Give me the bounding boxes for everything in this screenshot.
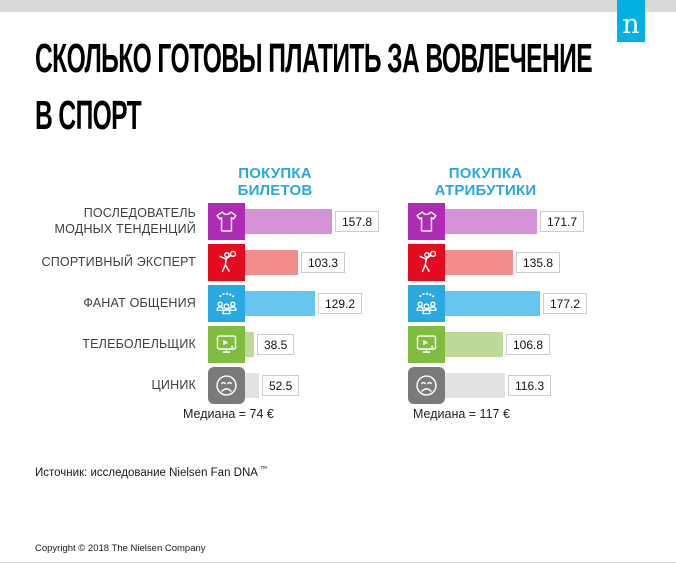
median-label-attributes: Медиана = 117 € xyxy=(413,407,510,421)
column-header-attributes: ПОКУПКА АТРИБУТИКИ xyxy=(434,165,537,199)
median-label-tickets: Медиана = 74 € xyxy=(183,407,274,421)
bar-tickets xyxy=(245,291,315,316)
source-text: Источник: исследование Nielsen Fan DNA xyxy=(35,466,258,479)
trademark-symbol: ™ xyxy=(259,464,268,473)
top-accent-bar xyxy=(0,0,676,12)
bar-attributes xyxy=(445,291,540,316)
tickets-cell: 129.2 xyxy=(208,285,363,322)
source-note: Источник: исследование Nielsen Fan DNA ™ xyxy=(35,464,267,479)
page-title: СКОЛЬКО ГОТОВЫ ПЛАТИТЬ ЗА ВОВЛЕЧЕНИЕ В С… xyxy=(35,35,593,138)
chart-row: ТЕЛЕБОЛЕЛЬЩИК 38.5 106.8 xyxy=(0,326,676,363)
bar-tickets xyxy=(245,332,254,357)
tv-play-icon xyxy=(208,326,245,363)
attributes-cell: 116.3 xyxy=(408,367,552,404)
value-label: 157.8 xyxy=(335,211,380,232)
chart-row: СПОРТИВНЫЙ ЭКСПЕРТ 103.3 xyxy=(0,244,676,281)
chart-row: ФАНАТ ОБЩЕНИЯ 129.2 xyxy=(0,285,676,322)
attributes-cell: 177.2 xyxy=(408,285,588,322)
bar-tickets xyxy=(245,209,332,234)
sports-player-icon xyxy=(408,244,445,281)
bar-tickets xyxy=(245,373,259,398)
bar-attributes xyxy=(445,373,505,398)
value-label: 38.5 xyxy=(257,334,295,355)
chart-row: ЦИНИК 52.5 116.3 xyxy=(0,367,676,404)
tshirt-icon xyxy=(408,203,445,240)
bar-tickets xyxy=(245,250,298,275)
category-label: ФАНАТ ОБЩЕНИЯ xyxy=(83,295,196,310)
nielsen-logo-letter: n xyxy=(622,9,640,40)
value-label: 171.7 xyxy=(540,211,585,232)
tshirt-icon xyxy=(208,203,245,240)
tickets-cell: 52.5 xyxy=(208,367,300,404)
value-label: 52.5 xyxy=(262,375,300,396)
chart-row: ПОСЛЕДОВАТЕЛЬ МОДНЫХ ТЕНДЕНЦИЙ 157.8 171… xyxy=(0,203,676,240)
tv-play-icon xyxy=(408,326,445,363)
category-label: ПОСЛЕДОВАТЕЛЬ МОДНЫХ ТЕНДЕНЦИЙ xyxy=(54,205,196,236)
value-label: 129.2 xyxy=(318,293,363,314)
people-group-icon xyxy=(208,285,245,322)
category-label: ТЕЛЕБОЛЕЛЬЩИК xyxy=(82,336,196,351)
tickets-cell: 38.5 xyxy=(208,326,295,363)
value-label: 106.8 xyxy=(506,334,551,355)
sad-face-icon xyxy=(208,367,245,404)
value-label: 116.3 xyxy=(508,375,552,396)
sports-player-icon xyxy=(208,244,245,281)
people-group-icon xyxy=(408,285,445,322)
bar-attributes xyxy=(445,250,513,275)
attributes-cell: 135.8 xyxy=(408,244,561,281)
sad-face-icon xyxy=(408,367,445,404)
bar-attributes xyxy=(445,209,537,234)
value-label: 135.8 xyxy=(516,252,561,273)
tickets-cell: 103.3 xyxy=(208,244,346,281)
attributes-cell: 106.8 xyxy=(408,326,551,363)
category-label: СПОРТИВНЫЙ ЭКСПЕРТ xyxy=(41,254,196,269)
category-label: ЦИНИК xyxy=(151,377,196,392)
value-label: 103.3 xyxy=(301,252,346,273)
attributes-cell: 171.7 xyxy=(408,203,585,240)
tickets-cell: 157.8 xyxy=(208,203,380,240)
bar-attributes xyxy=(445,332,503,357)
column-header-tickets: ПОКУПКА БИЛЕТОВ xyxy=(237,165,313,199)
value-label: 177.2 xyxy=(543,293,588,314)
copyright-note: Copyright © 2018 The Nielsen Company xyxy=(35,543,206,554)
nielsen-logo: n xyxy=(617,0,645,42)
